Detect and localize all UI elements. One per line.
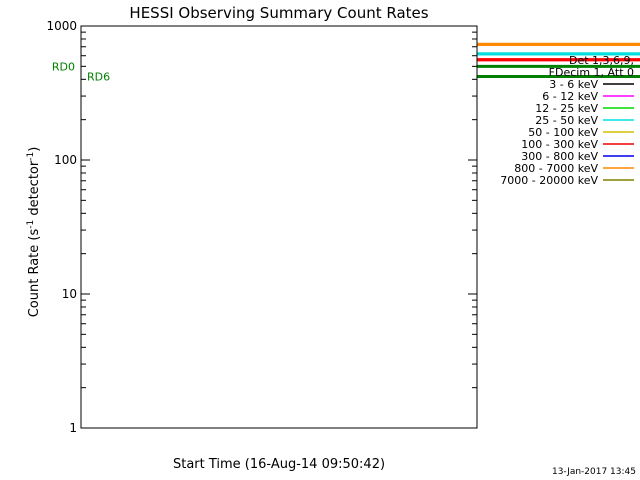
legend-entry-label: 3 - 6 keV [549, 78, 598, 91]
legend-entry-label: 100 - 300 keV [521, 138, 598, 151]
legend-entry-label: 50 - 100 keV [528, 126, 598, 139]
x-axis-label: Start Time (16-Aug-14 09:50:42) [173, 457, 385, 472]
footer-date: 13-Jan-2017 13:45 [552, 467, 636, 477]
axes: 110100100010:0010:1510:3010:4511:0011:15… [46, 19, 478, 435]
legend-entry-label: 7000 - 20000 keV [500, 174, 598, 187]
legend-title: Det 1,3,6,9, [569, 54, 634, 67]
legend-entry-label: 6 - 12 keV [542, 90, 598, 103]
y-axis-label: Count Rate (s-1 detector-1) [26, 147, 42, 318]
legend-entry-label: 12 - 25 keV [535, 102, 598, 115]
legend-title: FDecim 1, Att 0 [549, 66, 634, 79]
y-tick-label: 100 [54, 153, 77, 167]
legend-entry-label: 800 - 7000 keV [514, 162, 598, 175]
y-tick-label: 1000 [46, 19, 77, 33]
flag-label: RD6 [87, 70, 110, 83]
legend-entry-label: 25 - 50 keV [535, 114, 598, 127]
y-tick-label: 10 [62, 287, 77, 301]
plot-frame [80, 25, 478, 429]
chart-title: HESSI Observing Summary Count Rates [129, 4, 428, 22]
y-tick-label: 1 [69, 421, 77, 435]
flag-bars: SNFRD0RD6 [52, 42, 640, 83]
flag-label: RD0 [52, 60, 75, 73]
legend-entry-label: 300 - 800 keV [521, 150, 598, 163]
